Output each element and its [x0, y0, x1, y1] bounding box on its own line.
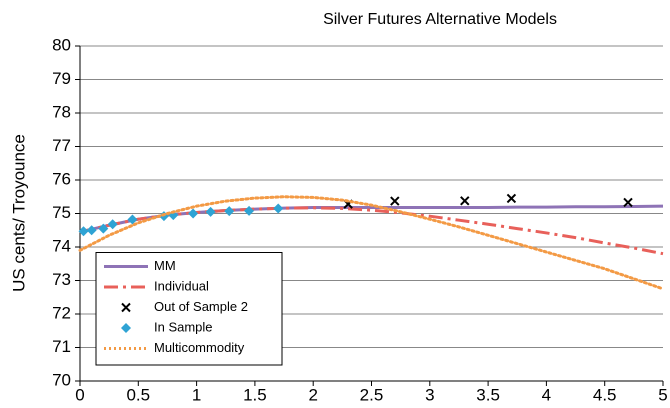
series-marker	[107, 219, 118, 230]
legend-label: Out of Sample 2	[154, 299, 248, 314]
series-marker	[506, 193, 517, 204]
series-marker	[390, 196, 400, 206]
series-line	[79, 206, 664, 256]
y-tick-label: 79	[52, 69, 71, 88]
x-tick-label: 5	[658, 385, 667, 404]
series-marker	[127, 214, 138, 225]
x-tick-label: 0	[75, 385, 84, 404]
x-tick-label: 0.5	[126, 385, 150, 404]
x-tick-label: 1	[192, 385, 201, 404]
y-tick-label: 73	[52, 270, 71, 289]
y-tick-label: 74	[52, 236, 71, 255]
legend-label: Individual	[154, 278, 209, 293]
legend-label: Multicommodity	[154, 340, 245, 355]
series-marker	[623, 197, 633, 208]
x-tick-label: 2	[308, 385, 317, 404]
x-tick-label: 4	[542, 385, 551, 404]
series-marker	[205, 206, 216, 217]
y-axis-label: US cents/ Troyounce	[9, 134, 28, 292]
legend-swatch	[121, 302, 131, 313]
chart-title: Silver Futures Alternative Models	[323, 11, 557, 28]
y-tick-label: 80	[52, 35, 71, 54]
series-marker	[188, 208, 199, 219]
x-tick-label: 3.5	[476, 385, 500, 404]
series-marker	[244, 205, 255, 216]
series-marker	[224, 206, 235, 217]
y-tick-label: 78	[52, 102, 71, 121]
series-marker	[86, 225, 97, 236]
x-tick-label: 4.5	[593, 385, 617, 404]
y-tick-label: 76	[52, 169, 71, 188]
series-marker	[273, 203, 284, 214]
x-tick-label: 3	[425, 385, 434, 404]
x-tick-label: 1.5	[243, 385, 267, 404]
series-line	[79, 204, 664, 234]
y-tick-label: 71	[52, 337, 71, 356]
legend-label: MM	[154, 258, 176, 273]
series-line	[78, 195, 665, 291]
series-marker	[98, 223, 109, 234]
y-tick-label: 77	[52, 136, 71, 155]
legend-swatch	[121, 323, 131, 333]
legend-label: In Sample	[154, 319, 213, 334]
y-tick-label: 75	[52, 203, 71, 222]
y-tick-label: 70	[52, 370, 71, 389]
y-tick-label: 72	[52, 303, 71, 322]
series-marker	[460, 196, 470, 206]
x-tick-label: 2.5	[360, 385, 384, 404]
series-marker	[78, 226, 89, 237]
